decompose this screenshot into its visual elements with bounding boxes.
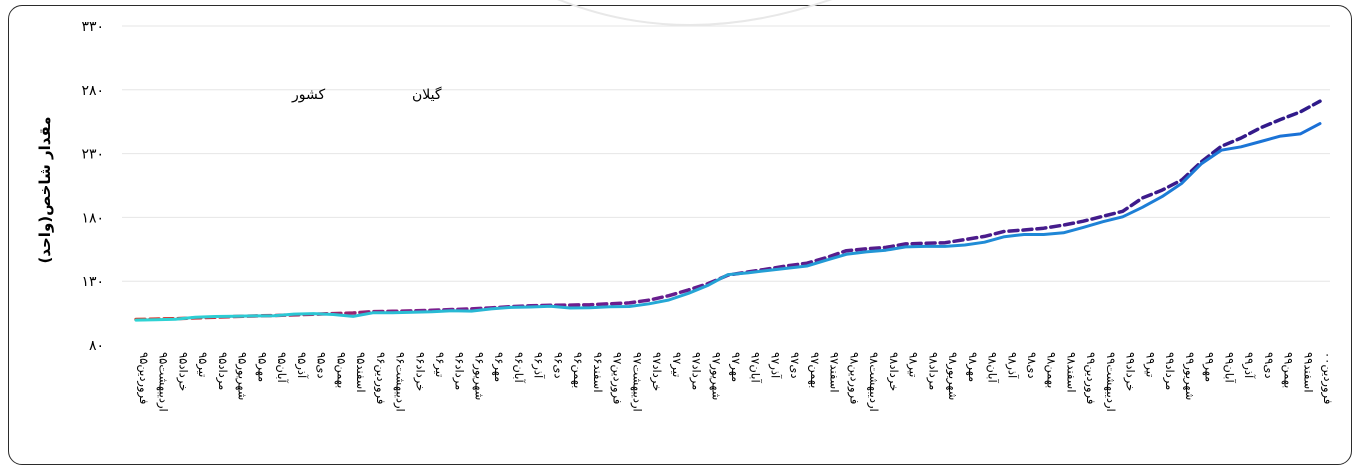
x-tick-label: مهر۹۵	[254, 352, 269, 382]
x-tick-label: شهریور۹۹	[1182, 352, 1197, 400]
x-tick-label: فروردین۹۶	[373, 352, 388, 404]
x-tick-label: خرداد۹۷	[649, 352, 664, 391]
x-tick-label: شهریور۹۵	[235, 352, 250, 400]
x-tick-label: دی۹۵	[315, 352, 329, 378]
x-tick-label: اسفند۹۹	[1301, 352, 1315, 393]
x-tick-label: فروردین۹۸	[846, 352, 861, 404]
series-line-country	[134, 99, 1322, 322]
x-tick-label: شهریور۹۷	[708, 352, 723, 400]
x-tick-label: دی۹۹	[1262, 352, 1276, 378]
x-tick-label: آذر۹۵	[294, 352, 309, 379]
x-tick-label: خرداد۹۸	[886, 352, 901, 391]
x-tick-label: فروردین۰۰	[1320, 352, 1335, 404]
x-tick-label: مرداد۹۹	[1162, 352, 1177, 390]
x-tick-label: مهر۹۸	[965, 352, 980, 382]
chart-frame	[8, 5, 1352, 465]
x-tick-label: خرداد۹۵	[175, 352, 190, 391]
x-tick-label: تیر۹۸	[906, 352, 921, 377]
x-tick-label: مرداد۹۸	[925, 352, 940, 390]
x-tick-label: آذر۹۸	[1004, 352, 1019, 379]
x-tick-label: آبان۹۸	[986, 352, 1000, 384]
x-tick-label: مرداد۹۷	[689, 352, 704, 390]
x-tick-label: بهمن۹۵	[333, 352, 348, 388]
x-tick-label: تیر۹۶	[432, 352, 447, 377]
x-tick-label: اسفند۹۶	[591, 352, 605, 393]
x-tick-label: مهر۹۷	[728, 352, 743, 382]
y-tick-label: ۳۳۰	[81, 19, 104, 35]
x-tick-label: تیر۹۷	[669, 352, 684, 377]
legend-label-country: کشور	[291, 87, 325, 103]
x-tick-label: فروردین۹۹	[1083, 352, 1098, 404]
x-tick-label: آذر۹۶	[531, 352, 546, 379]
x-tick-label: تیر۹۹	[1142, 352, 1157, 377]
y-tick-label: ۲۸۰	[81, 83, 104, 99]
x-tick-label: دی۹۷	[788, 352, 802, 378]
x-tick-label: مهر۹۶	[491, 352, 506, 382]
x-tick-label: بهمن۹۸	[1044, 352, 1059, 388]
gridlines	[122, 25, 1330, 282]
x-tick-label: آبان۹۷	[749, 352, 763, 384]
x-tick-label: دی۹۶	[551, 352, 565, 378]
y-axis-label: مقدار شاخص(واحد)	[36, 116, 54, 263]
legend: کشور گیلان	[218, 86, 442, 103]
x-tick-label: آذر۹۷	[767, 352, 782, 379]
x-tick-label: اسفند۹۸	[1064, 352, 1078, 393]
x-tick-label: تیر۹۵	[195, 352, 210, 377]
y-tick-label: ۱۸۰	[81, 210, 104, 226]
x-tick-label: بهمن۹۶	[570, 352, 585, 388]
y-axis-ticks: ۸۰ ۱۳۰ ۱۸۰ ۲۳۰ ۲۸۰ ۳۳۰	[81, 19, 104, 354]
x-tick-label: خرداد۹۶	[412, 352, 427, 391]
x-tick-label: اردیبهشت۹۵	[156, 352, 171, 412]
x-tick-label: آبان۹۶	[512, 352, 526, 384]
x-tick-label: فروردین۹۵	[136, 352, 151, 404]
x-tick-label: دی۹۸	[1025, 352, 1039, 378]
x-axis-ticks: فروردین۹۵ اردیبهشت۹۵ خرداد۹۵ تیر۹۵ مرداد۹۵ شه…	[136, 352, 1335, 412]
x-tick-label: مرداد۹۶	[452, 352, 467, 390]
x-tick-label: اسفند۹۷	[828, 352, 842, 393]
x-tick-label: آبان۹۹	[1222, 352, 1236, 384]
x-tick-label: اردیبهشت۹۹	[1103, 352, 1118, 412]
x-tick-label: آذر۹۹	[1241, 352, 1256, 379]
x-tick-label: مهر۹۹	[1202, 352, 1217, 382]
x-tick-label: اردیبهشت۹۸	[866, 352, 881, 412]
legend-label-gilan: گیلان	[412, 86, 442, 103]
x-tick-label: مرداد۹۵	[215, 352, 230, 390]
x-tick-label: اردیبهشت۹۷	[629, 352, 644, 412]
x-tick-label: شهریور۹۸	[945, 352, 960, 400]
x-tick-label: خرداد۹۹	[1123, 352, 1138, 391]
y-tick-label: ۲۳۰	[81, 147, 104, 163]
y-tick-label: ۱۳۰	[81, 274, 104, 290]
x-tick-label: اسفند۹۵	[354, 352, 368, 393]
x-tick-label: آبان۹۵	[275, 352, 289, 384]
y-tick-label: ۸۰	[89, 338, 104, 354]
series-line-gilan	[134, 122, 1322, 322]
x-tick-label: فروردین۹۷	[610, 352, 625, 404]
x-tick-label: بهمن۹۷	[807, 352, 822, 388]
x-tick-label: اردیبهشت۹۶	[393, 352, 408, 412]
x-tick-label: شهریور۹۶	[471, 352, 486, 400]
series-lines	[134, 99, 1322, 322]
x-tick-label: بهمن۹۹	[1281, 352, 1296, 388]
